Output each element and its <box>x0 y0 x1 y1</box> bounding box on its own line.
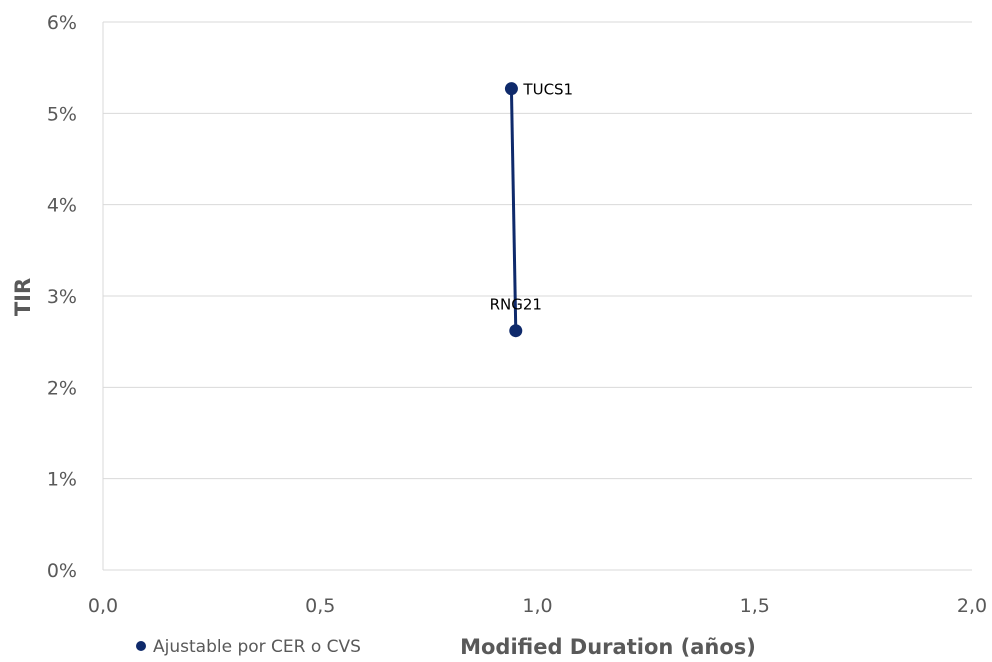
x-tick-label: 0,5 <box>305 595 335 617</box>
y-tick-label: 4% <box>47 195 77 217</box>
data-label: TUCS1 <box>522 81 573 99</box>
x-tick-label: 1,5 <box>740 595 770 617</box>
y-tick-label: 6% <box>47 12 77 34</box>
y-tick-label: 5% <box>47 103 77 125</box>
data-series: TUCS1 RNG21 <box>490 81 573 338</box>
y-tick-label: 1% <box>47 469 77 491</box>
legend: Ajustable por CER o CVS <box>136 637 361 657</box>
y-axis-title: TIR <box>11 278 35 316</box>
x-axis-ticks: 0,0 0,5 1,0 1,5 2,0 <box>88 595 987 617</box>
y-tick-label: 2% <box>47 377 77 399</box>
x-tick-label: 1,0 <box>522 595 552 617</box>
data-label: RNG21 <box>490 296 542 314</box>
y-axis-ticks: 0% 1% 2% 3% 4% 5% 6% <box>47 12 77 582</box>
x-tick-label: 0,0 <box>88 595 118 617</box>
x-axis-title: Modified Duration (años) <box>460 635 756 659</box>
data-point <box>504 82 518 96</box>
y-tick-label: 3% <box>47 286 77 308</box>
gridlines <box>103 21 972 480</box>
data-point <box>509 324 523 338</box>
axes <box>102 22 972 571</box>
y-tick-label: 0% <box>47 560 77 582</box>
legend-marker <box>136 641 146 651</box>
series-line <box>509 88 518 331</box>
legend-label: Ajustable por CER o CVS <box>153 637 361 657</box>
x-tick-label: 2,0 <box>957 595 987 617</box>
